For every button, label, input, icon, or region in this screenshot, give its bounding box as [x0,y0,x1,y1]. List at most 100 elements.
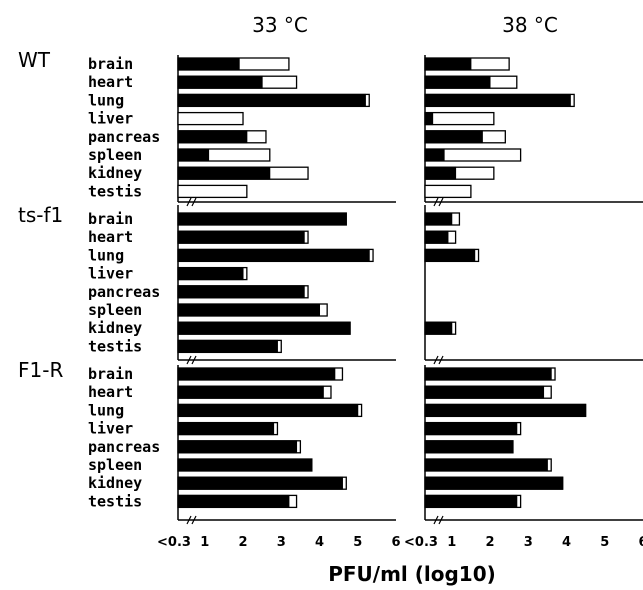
bar [424,212,453,226]
axis-break-mark [186,355,192,365]
bar [177,166,271,180]
axis-break-mark [438,515,444,525]
bar [177,230,305,244]
bar [424,130,483,144]
tick-label: 1 [200,535,209,550]
axis-break-mark [186,515,192,525]
tick-label: <0.3 [157,535,191,550]
axis-break-mark [438,355,444,365]
bar [177,303,321,317]
category-label: kidney [88,474,142,492]
x-axis-label: PFU/ml (log10) [328,562,496,586]
category-label: pancreas [88,283,160,301]
bar [177,339,278,353]
axis-break-mark [191,197,197,207]
category-label: liver [88,420,133,438]
tick-label: 2 [485,535,494,550]
bar [424,166,457,180]
category-label: lung [88,401,124,419]
bar [177,494,290,508]
category-label: lung [88,246,124,264]
tick-label: 3 [277,535,286,550]
category-label: brain [88,210,133,228]
axis-break-mark [438,197,444,207]
category-label: testis [88,492,142,510]
bar [177,148,210,162]
bar [177,267,244,281]
tick-label: 5 [600,535,609,550]
tick-label: <0.3 [404,535,438,550]
category-label: testis [88,337,142,355]
bar [177,130,248,144]
group-label: F1-R [18,358,63,382]
axis-break-mark [433,197,439,207]
bar [424,230,449,244]
error-bar [177,184,248,199]
axis-break-mark [191,355,197,365]
bar [177,440,298,454]
error-bar [424,184,472,199]
category-label: liver [88,265,133,283]
bar [424,403,587,417]
bar [177,403,359,417]
error-bar [424,111,495,126]
category-label: liver [88,110,133,128]
bar [177,476,343,490]
bar [177,57,240,71]
bar [177,422,275,436]
bar [424,57,472,71]
bar [177,385,324,399]
bar [177,75,263,89]
tick-label: 4 [562,535,571,550]
condition-header: 33 °C [252,13,308,37]
axis-break-mark [186,197,192,207]
category-label: lung [88,91,124,109]
bar [424,422,518,436]
category-label: brain [88,55,133,73]
tick-label: 4 [315,535,324,550]
error-bar [177,111,244,126]
category-label: spleen [88,301,142,319]
category-label: spleen [88,146,142,164]
bar [424,248,476,262]
axis-break-mark [191,515,197,525]
bar [424,458,548,472]
tick-label: 3 [524,535,533,550]
bar [424,494,518,508]
category-label: kidney [88,319,142,337]
bar [177,93,366,107]
bar [424,476,564,490]
bar [177,212,347,226]
bar [177,285,305,299]
category-label: heart [88,73,133,91]
bar [424,440,514,454]
condition-header: 38 °C [502,13,558,37]
category-label: pancreas [88,438,160,456]
bar [424,112,434,126]
axis-break-mark [433,515,439,525]
bar [424,148,445,162]
bar [424,385,545,399]
group-label: ts-f1 [18,203,63,227]
bar [424,321,453,335]
bar [424,75,491,89]
group-label: WT [18,48,51,72]
bar [177,248,370,262]
tick-label: 5 [353,535,362,550]
category-label: kidney [88,164,142,182]
axis-break-mark [433,355,439,365]
bar [424,93,571,107]
tick-label: 1 [447,535,456,550]
category-label: pancreas [88,128,160,146]
tick-label: 6 [391,535,400,550]
bar [177,321,351,335]
bar [424,367,552,381]
category-label: heart [88,383,133,401]
tick-label: 2 [238,535,247,550]
bar [177,367,336,381]
category-label: testis [88,182,142,200]
tick-label: 6 [638,535,643,550]
bar [177,458,313,472]
category-label: heart [88,228,133,246]
